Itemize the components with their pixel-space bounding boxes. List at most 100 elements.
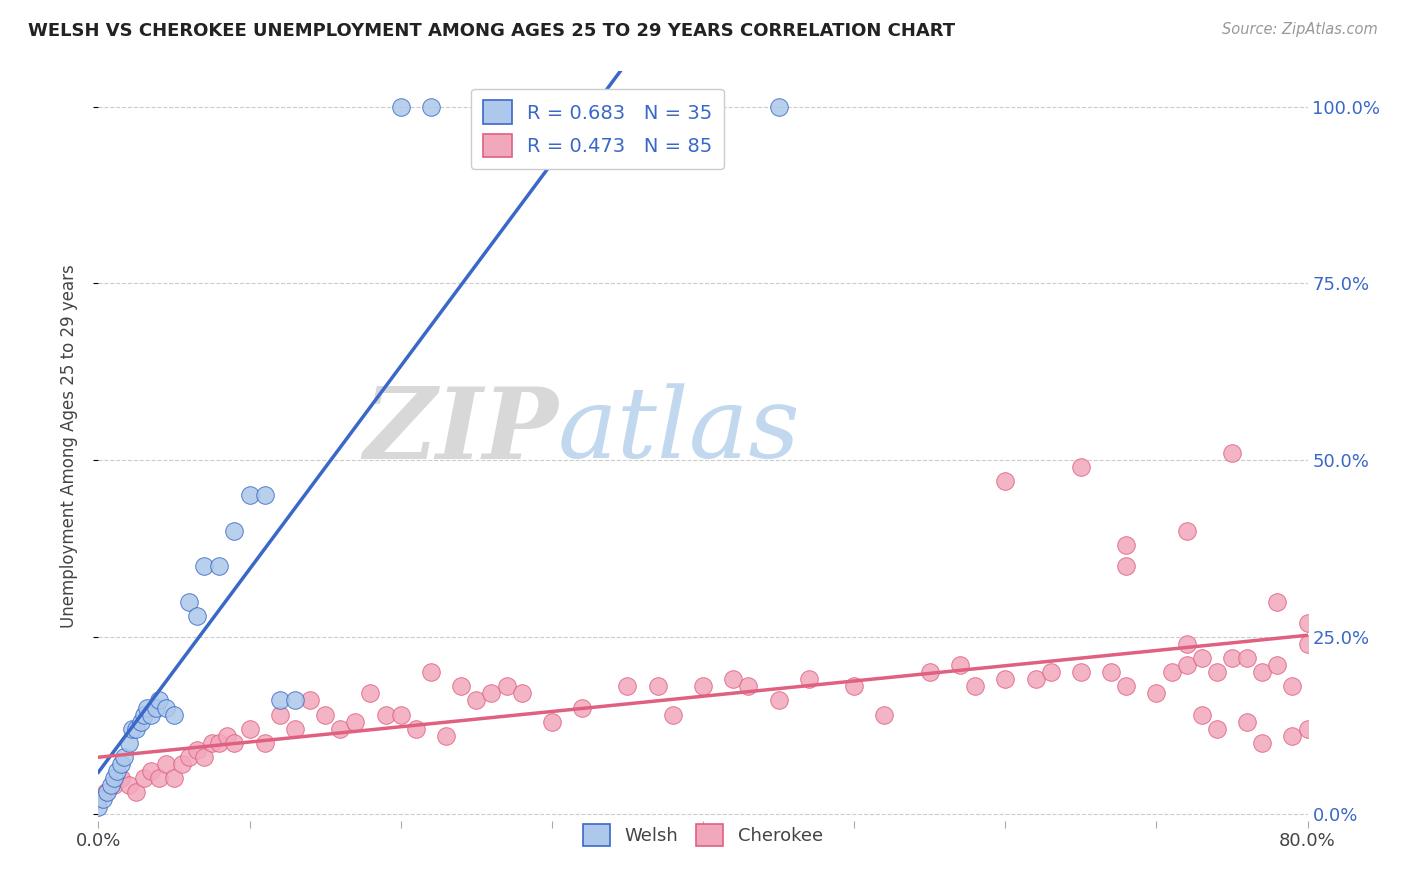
Point (571, 100, 593, 114)
Point (132, 771, 155, 785)
Point (844, 679, 866, 693)
Point (141, 707, 163, 722)
Point (797, 673, 820, 687)
Point (1070, 460, 1092, 475)
Point (571, 700, 593, 714)
Point (118, 736, 141, 750)
Point (170, 757, 193, 772)
Point (125, 785, 148, 799)
Point (540, 714, 562, 729)
Point (215, 729, 238, 743)
Point (1191, 651, 1213, 665)
Point (193, 750, 215, 764)
Point (360, 686, 382, 700)
Point (1024, 673, 1046, 687)
Point (510, 686, 533, 700)
Point (374, 707, 396, 722)
Point (692, 679, 714, 693)
Point (91, 792, 114, 806)
Point (253, 736, 276, 750)
Point (118, 778, 141, 792)
Point (179, 594, 201, 608)
Point (1220, 651, 1243, 665)
Point (1175, 524, 1198, 538)
Text: ZIP: ZIP (363, 383, 558, 479)
Point (103, 771, 125, 785)
Point (616, 679, 638, 693)
Point (873, 707, 896, 722)
Point (768, 693, 790, 707)
Point (1267, 594, 1289, 608)
Point (1070, 665, 1092, 680)
Point (405, 722, 427, 736)
Point (1175, 637, 1198, 651)
Point (949, 658, 972, 673)
Point (389, 100, 412, 114)
Text: WELSH VS CHEROKEE UNEMPLOYMENT AMONG AGES 25 TO 29 YEARS CORRELATION CHART: WELSH VS CHEROKEE UNEMPLOYMENT AMONG AGE… (28, 22, 955, 40)
Y-axis label: Unemployment Among Ages 25 to 29 years: Unemployment Among Ages 25 to 29 years (59, 264, 77, 628)
Point (163, 771, 186, 785)
Point (1115, 679, 1137, 693)
Point (768, 100, 790, 114)
Point (1251, 736, 1274, 750)
Point (155, 757, 177, 772)
Point (148, 771, 170, 785)
Point (132, 707, 155, 722)
Point (1251, 665, 1274, 680)
Point (299, 693, 322, 707)
Point (121, 722, 143, 736)
Point (239, 722, 262, 736)
Legend: Welsh, Cherokee: Welsh, Cherokee (576, 816, 830, 853)
Point (87, 799, 110, 814)
Point (540, 100, 562, 114)
Point (135, 700, 157, 714)
Point (1175, 658, 1198, 673)
Point (1144, 686, 1167, 700)
Point (723, 673, 745, 687)
Point (434, 729, 457, 743)
Point (450, 679, 472, 693)
Point (1115, 559, 1137, 574)
Point (112, 750, 135, 764)
Point (314, 707, 336, 722)
Point (1206, 665, 1229, 680)
Point (269, 693, 291, 707)
Point (420, 100, 443, 114)
Point (481, 686, 503, 700)
Point (1160, 665, 1182, 680)
Point (269, 707, 291, 722)
Point (510, 100, 533, 114)
Point (420, 665, 443, 680)
Point (125, 722, 148, 736)
Point (1267, 658, 1289, 673)
Point (224, 736, 246, 750)
Point (918, 665, 941, 680)
Point (253, 488, 276, 502)
Point (994, 475, 1017, 489)
Point (1296, 722, 1319, 736)
Point (1206, 722, 1229, 736)
Point (201, 736, 224, 750)
Point (284, 693, 307, 707)
Point (965, 679, 987, 693)
Point (105, 764, 128, 779)
Point (148, 693, 170, 707)
Point (1220, 446, 1243, 460)
Point (661, 707, 683, 722)
Point (100, 778, 122, 792)
Point (163, 707, 186, 722)
Point (208, 559, 231, 574)
Point (96, 785, 118, 799)
Point (94, 785, 117, 799)
Point (1039, 665, 1062, 680)
Point (179, 750, 201, 764)
Point (1115, 538, 1137, 552)
Point (87, 792, 110, 806)
Text: Source: ZipAtlas.com: Source: ZipAtlas.com (1222, 22, 1378, 37)
Point (141, 764, 163, 779)
Point (186, 743, 208, 757)
Point (1281, 679, 1303, 693)
Point (495, 679, 517, 693)
Point (1236, 714, 1258, 729)
Point (284, 722, 307, 736)
